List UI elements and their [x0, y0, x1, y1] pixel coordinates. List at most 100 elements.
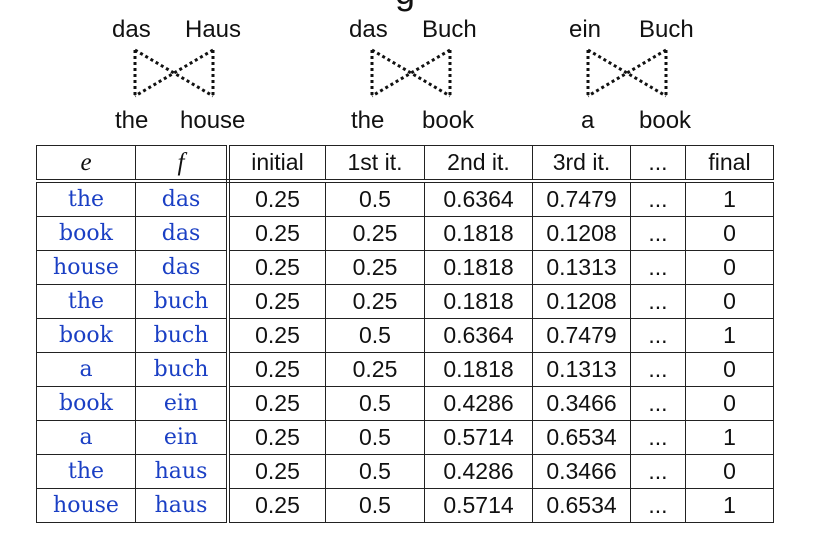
- cell-2nd-iteration: 0.1818: [424, 216, 533, 251]
- cell-initial: 0.25: [227, 318, 326, 353]
- table-row: the haus 0.25 0.5 0.4286 0.3466... 0: [36, 454, 774, 489]
- cell-ellipsis: ...: [630, 216, 686, 251]
- table-row: the das 0.25 0.5 0.6364 0.7479... 1: [36, 180, 774, 217]
- cell-1st-iteration: 0.25: [325, 250, 425, 285]
- cell-foreign-word: buch: [135, 352, 230, 387]
- cell-2nd-iteration: 0.4286: [424, 386, 533, 421]
- cell-initial: 0.25: [227, 216, 326, 251]
- header-e: e: [36, 145, 136, 183]
- header-f: f: [135, 145, 230, 183]
- translation-probability-table: e f initial 1st it. 2nd it. 3rd it. ... …: [36, 145, 774, 523]
- cell-ellipsis: ...: [630, 488, 686, 523]
- diagram-1-top-left-word: das: [112, 16, 151, 43]
- table-row: book das 0.25 0.25 0.1818 0.1208... 0: [36, 216, 774, 251]
- alignment-diagram-3: ein Buch a book: [566, 0, 716, 140]
- diagram-3-alignment-lines: [586, 48, 668, 98]
- cell-final: 1: [685, 420, 774, 455]
- cell-1st-iteration: 0.25: [325, 216, 425, 251]
- alignment-diagram-1: das Haus the house: [108, 0, 258, 140]
- cell-2nd-iteration: 0.1818: [424, 352, 533, 387]
- cell-final: 0: [685, 216, 774, 251]
- cell-ellipsis: ...: [630, 352, 686, 387]
- cell-ellipsis: ...: [630, 318, 686, 353]
- header-ellipsis: ...: [630, 145, 686, 183]
- diagram-2-bottom-left-word: the: [351, 107, 385, 134]
- header-1st-iteration: 1st it.: [325, 145, 425, 183]
- header-initial: initial: [227, 145, 326, 183]
- cell-3rd-iteration: 0.3466: [532, 386, 631, 421]
- cell-initial: 0.25: [227, 386, 326, 421]
- diagram-1-top-right-word: Haus: [185, 16, 242, 43]
- cell-foreign-word: das: [135, 250, 230, 285]
- cell-1st-iteration: 0.5: [325, 420, 425, 455]
- cell-english-word: book: [36, 386, 136, 421]
- cell-2nd-iteration: 0.5714: [424, 420, 533, 455]
- cell-initial: 0.25: [227, 454, 326, 489]
- cell-initial: 0.25: [227, 284, 326, 319]
- cell-3rd-iteration: 0.1313: [532, 352, 631, 387]
- table-row: house haus 0.25 0.5 0.5714 0.6534... 1: [36, 488, 774, 523]
- cell-3rd-iteration: 0.1313: [532, 250, 631, 285]
- cell-3rd-iteration: 0.1208: [532, 216, 631, 251]
- diagram-1-alignment-lines: [133, 48, 215, 98]
- cell-2nd-iteration: 0.4286: [424, 454, 533, 489]
- diagram-3-top-left-word: ein: [569, 16, 602, 43]
- alignment-diagram-2: das Buch the book: [345, 0, 495, 140]
- cell-english-word: the: [36, 180, 136, 217]
- diagram-3-bottom-left-word: a: [581, 107, 595, 134]
- table-body: the das 0.25 0.5 0.6364 0.7479... 1 book das 0.25…: [36, 180, 774, 523]
- cell-foreign-word: das: [135, 216, 230, 251]
- cell-english-word: the: [36, 284, 136, 319]
- cell-foreign-word: buch: [135, 284, 230, 319]
- cell-final: 1: [685, 318, 774, 353]
- cell-3rd-iteration: 0.1208: [532, 284, 631, 319]
- cell-english-word: the: [36, 454, 136, 489]
- cell-foreign-word: ein: [135, 386, 230, 421]
- cell-2nd-iteration: 0.5714: [424, 488, 533, 523]
- cell-final: 0: [685, 454, 774, 489]
- cell-english-word: a: [36, 420, 136, 455]
- cell-3rd-iteration: 0.6534: [532, 420, 631, 455]
- cell-1st-iteration: 0.5: [325, 386, 425, 421]
- cell-3rd-iteration: 0.3466: [532, 454, 631, 489]
- cell-final: 0: [685, 386, 774, 421]
- table-row: a buch 0.25 0.25 0.1818 0.1313... 0: [36, 352, 774, 387]
- header-3rd-iteration: 3rd it.: [532, 145, 631, 183]
- table-row: the buch 0.25 0.25 0.1818 0.1208... 0: [36, 284, 774, 319]
- cell-2nd-iteration: 0.6364: [424, 180, 533, 217]
- cell-initial: 0.25: [227, 352, 326, 387]
- cell-final: 1: [685, 488, 774, 523]
- clipped-heading-fragment: g: [395, 0, 415, 10]
- table-header-row: e f initial 1st it. 2nd it. 3rd it. ... …: [36, 145, 774, 183]
- cell-foreign-word: das: [135, 180, 230, 217]
- diagram-1-bottom-right-word: house: [180, 107, 246, 134]
- cell-3rd-iteration: 0.7479: [532, 318, 631, 353]
- cell-final: 0: [685, 284, 774, 319]
- cell-initial: 0.25: [227, 420, 326, 455]
- diagram-2-top-right-word: Buch: [422, 16, 477, 43]
- cell-ellipsis: ...: [630, 284, 686, 319]
- cell-initial: 0.25: [227, 180, 326, 217]
- cell-initial: 0.25: [227, 488, 326, 523]
- cell-1st-iteration: 0.5: [325, 318, 425, 353]
- table-row: book ein 0.25 0.5 0.4286 0.3466... 0: [36, 386, 774, 421]
- cell-1st-iteration: 0.25: [325, 352, 425, 387]
- diagram-3-top-right-word: Buch: [639, 16, 694, 43]
- cell-final: 1: [685, 180, 774, 217]
- table-row: a ein 0.25 0.5 0.5714 0.6534... 1: [36, 420, 774, 455]
- cell-1st-iteration: 0.5: [325, 488, 425, 523]
- table-row: house das 0.25 0.25 0.1818 0.1313... 0: [36, 250, 774, 285]
- diagram-2-top-left-word: das: [349, 16, 388, 43]
- cell-1st-iteration: 0.25: [325, 284, 425, 319]
- cell-ellipsis: ...: [630, 180, 686, 217]
- cell-foreign-word: buch: [135, 318, 230, 353]
- cell-ellipsis: ...: [630, 386, 686, 421]
- table-row: book buch 0.25 0.5 0.6364 0.7479... 1: [36, 318, 774, 353]
- cell-english-word: house: [36, 488, 136, 523]
- diagram-2-bottom-right-word: book: [422, 107, 475, 134]
- cell-foreign-word: haus: [135, 488, 230, 523]
- cell-foreign-word: haus: [135, 454, 230, 489]
- cell-1st-iteration: 0.5: [325, 180, 425, 217]
- diagram-3-bottom-right-word: book: [639, 107, 692, 134]
- cell-ellipsis: ...: [630, 454, 686, 489]
